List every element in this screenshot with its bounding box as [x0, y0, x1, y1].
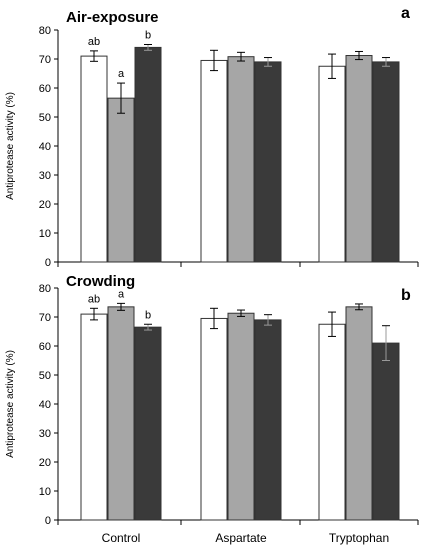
- chart-panel-1: Air-exposure a Antiprotease activity (%) 0 1…: [5, 5, 419, 269]
- y-tick-label: 80: [39, 283, 51, 295]
- bar: [80, 55, 108, 263]
- y-tick-label: 10: [39, 228, 51, 240]
- significance-label: b: [145, 30, 151, 42]
- bar: [345, 306, 373, 521]
- panel-title: Crowding: [66, 273, 135, 290]
- bar: [227, 312, 255, 521]
- x-category-label: Control: [102, 531, 141, 545]
- chart-panel-2: Crowding b Antiprotease activity (%) 0 10 20 3…: [5, 273, 419, 545]
- bar: [345, 55, 373, 263]
- y-tick-label: 60: [39, 83, 51, 95]
- significance-label: a: [118, 288, 125, 300]
- y-axis-label: Antiprotease activity (%): [5, 350, 16, 458]
- y-tick-label: 50: [39, 370, 51, 382]
- y-tick-label: 20: [39, 199, 51, 211]
- bar: [227, 56, 255, 263]
- panel-label: b: [401, 287, 411, 304]
- y-tick-label: 10: [39, 486, 51, 498]
- y-tick-label: 70: [39, 54, 51, 66]
- y-tick-label: 60: [39, 341, 51, 353]
- significance-label: ab: [88, 293, 100, 305]
- bar: [372, 342, 400, 521]
- bar: [134, 326, 162, 521]
- y-axis-label: Antiprotease activity (%): [5, 92, 16, 200]
- y-tick-label: 0: [45, 257, 51, 269]
- bar: [372, 61, 400, 263]
- x-category-label: Tryptophan: [329, 531, 389, 545]
- bar: [254, 61, 282, 263]
- significance-label: b: [145, 309, 151, 321]
- y-tick-label: 40: [39, 399, 51, 411]
- y-tick-label: 30: [39, 170, 51, 182]
- bar: [200, 317, 228, 521]
- significance-label: ab: [88, 36, 100, 48]
- bar: [107, 306, 135, 521]
- y-tick-label: 50: [39, 112, 51, 124]
- x-category-label: Aspartate: [215, 531, 267, 545]
- significance-label: a: [118, 68, 125, 80]
- bar: [107, 97, 135, 263]
- panel-title: Air-exposure: [66, 9, 159, 26]
- bar: [254, 319, 282, 521]
- y-tick-label: 70: [39, 312, 51, 324]
- y-tick-label: 80: [39, 25, 51, 37]
- bar: [318, 65, 346, 263]
- y-tick-label: 0: [45, 515, 51, 527]
- bar: [318, 323, 346, 521]
- panel-label: a: [401, 5, 410, 22]
- bar: [134, 46, 162, 263]
- bar: [80, 313, 108, 521]
- y-tick-label: 40: [39, 141, 51, 153]
- bar: [200, 59, 228, 263]
- y-tick-label: 30: [39, 428, 51, 440]
- y-tick-label: 20: [39, 457, 51, 469]
